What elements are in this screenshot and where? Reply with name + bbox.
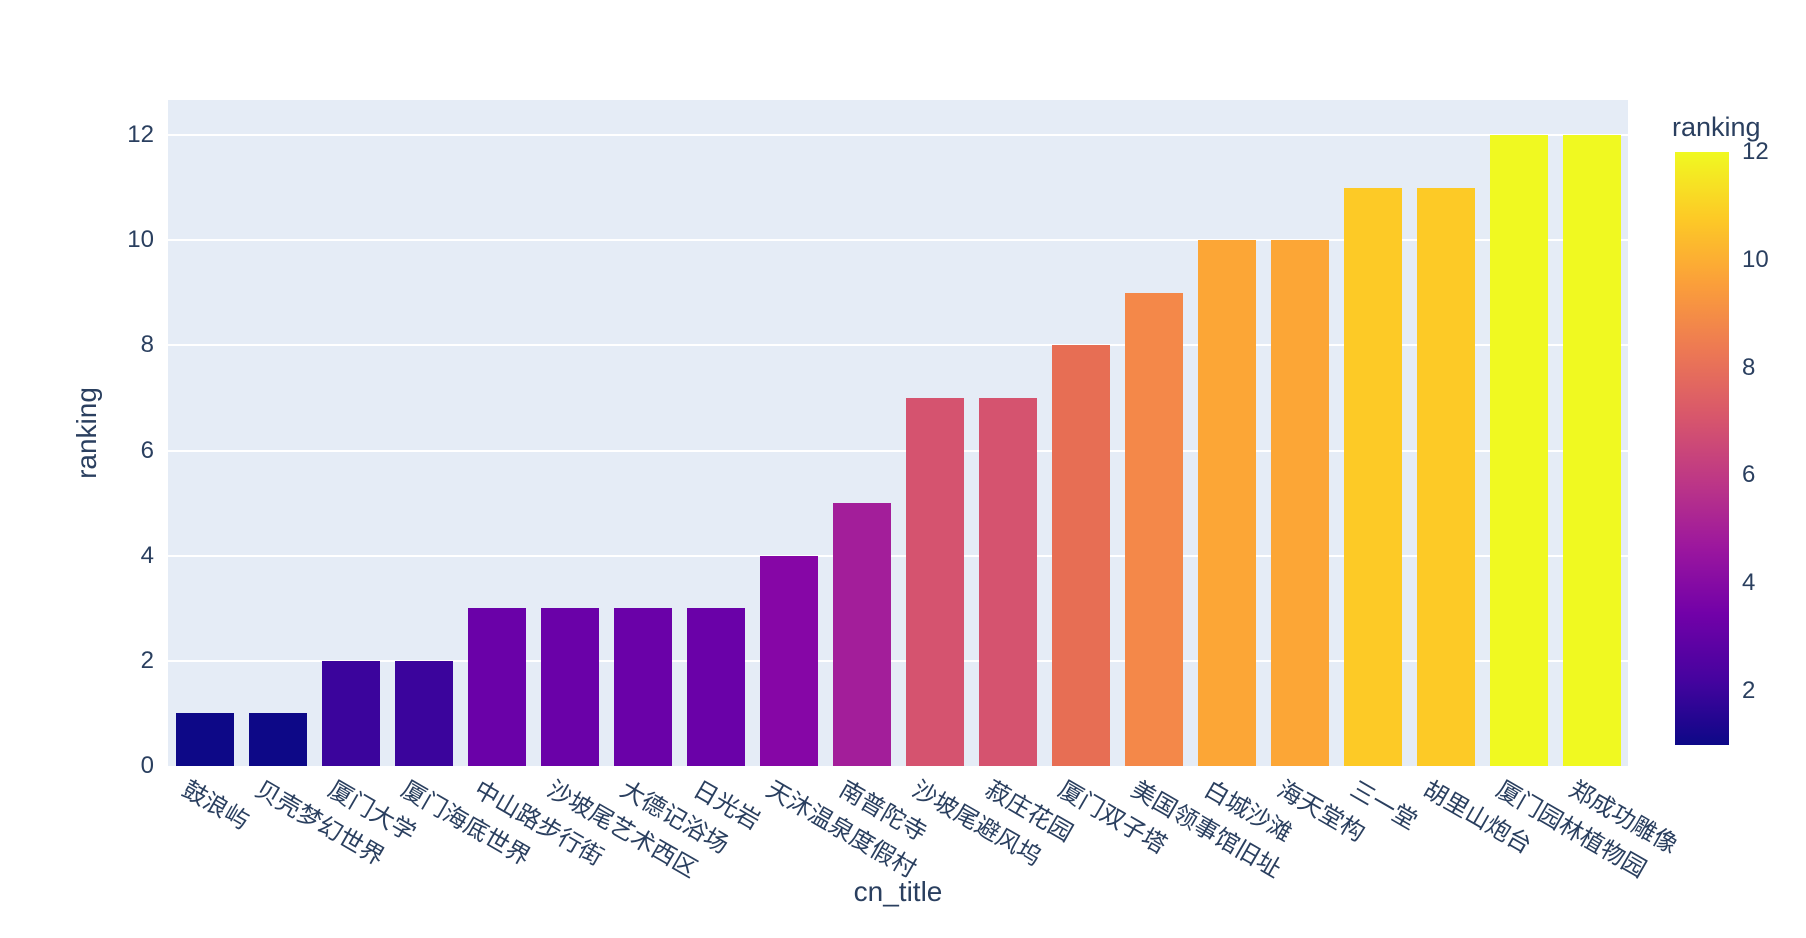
bar[interactable] — [1343, 187, 1402, 766]
colorbar-tick-label: 10 — [1742, 245, 1769, 273]
bar[interactable] — [175, 713, 234, 766]
plot-area[interactable] — [168, 100, 1628, 766]
colorbar-tick-label: 6 — [1742, 461, 1756, 489]
bar[interactable] — [321, 660, 380, 766]
gridline — [168, 134, 1628, 137]
gridline — [168, 659, 1628, 662]
bar[interactable] — [1489, 135, 1548, 766]
bar[interactable] — [467, 608, 526, 766]
colorbar-tick-label: 8 — [1742, 353, 1756, 381]
gridline — [168, 554, 1628, 557]
bar[interactable] — [1051, 345, 1110, 766]
bar[interactable] — [540, 608, 599, 766]
bar[interactable] — [613, 608, 672, 766]
colorbar — [1675, 152, 1729, 745]
bar[interactable] — [248, 713, 307, 766]
bar[interactable] — [1562, 135, 1621, 766]
bar[interactable] — [394, 660, 453, 766]
bar[interactable] — [1124, 292, 1183, 766]
colorbar-tick-label: 12 — [1742, 138, 1769, 165]
bar[interactable] — [759, 555, 818, 766]
gridline — [168, 449, 1628, 452]
x-axis-title: cn_title — [853, 876, 943, 907]
gridline — [168, 239, 1628, 242]
y-axis-tick-label: 12 — [127, 121, 154, 149]
y-axis-tick-label: 2 — [140, 646, 154, 674]
y-axis-tick-label: 10 — [127, 226, 154, 254]
y-axis-tick-label: 6 — [140, 436, 154, 464]
y-axis-title: ranking — [71, 387, 102, 479]
colorbar-tick-label: 2 — [1742, 677, 1756, 705]
colorbar-tick-label: 4 — [1742, 569, 1756, 597]
bar[interactable] — [1416, 187, 1475, 766]
y-axis-tick-label: 4 — [140, 541, 154, 569]
gridline — [168, 344, 1628, 347]
bar[interactable] — [1270, 240, 1329, 766]
bar[interactable] — [978, 398, 1037, 766]
x-axis-tick-label: 鼓浪屿 — [177, 776, 253, 836]
bar[interactable] — [832, 503, 891, 766]
bar[interactable] — [1197, 240, 1256, 766]
y-axis-tick-label: 0 — [140, 752, 154, 779]
y-axis-tick-label: 8 — [140, 331, 154, 359]
bar[interactable] — [905, 398, 964, 766]
colorbar-title: ranking — [1672, 112, 1761, 142]
bar[interactable] — [686, 608, 745, 766]
